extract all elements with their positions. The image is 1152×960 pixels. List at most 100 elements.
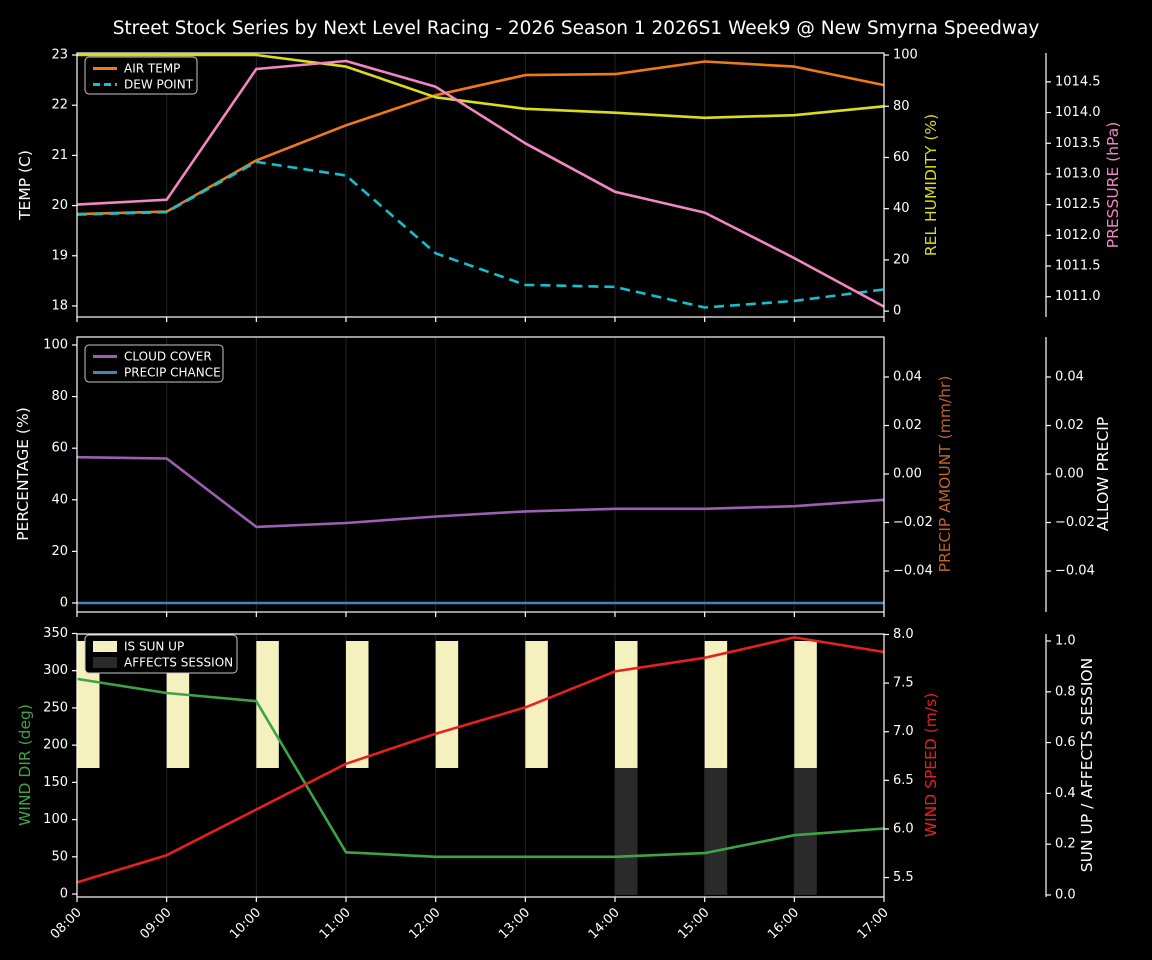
tick-label: 50: [51, 849, 68, 864]
tick-label: −0.02: [893, 515, 933, 530]
tick-label: 8.0: [893, 627, 914, 642]
tick-label: 0.00: [1055, 467, 1084, 482]
tick-label: 200: [43, 738, 68, 753]
tick-label: −0.04: [1055, 564, 1095, 579]
legend-item-label: PRECIP CHANCE: [124, 366, 221, 380]
legend-item-label: DEW POINT: [124, 78, 194, 92]
series-pressure: [76, 59, 885, 308]
affects-session-bar: [704, 767, 728, 895]
x-tick-label: 15:00: [675, 905, 712, 942]
x-tick-label: 16:00: [765, 905, 802, 942]
percentage-axis-label: PERCENTAGE (%): [14, 407, 32, 541]
plot-border: [76, 633, 885, 898]
humidity-axis-label: REL HUMIDITY (%): [922, 114, 940, 256]
tick-label: 23: [51, 48, 68, 63]
tick-label: 19: [51, 248, 68, 263]
tick-label: 40: [51, 492, 68, 507]
pressure-axis-label: PRESSURE (hPa): [1104, 122, 1122, 249]
legend-item-label: AFFECTS SESSION: [124, 656, 233, 670]
tick-label: 0.02: [1055, 418, 1084, 433]
legend: IS SUN UP AFFECTS SESSION: [84, 634, 238, 674]
affects-session-bar: [794, 767, 817, 895]
x-tick-label: 17:00: [855, 905, 892, 942]
temp-axis-label: TEMP (C): [16, 150, 34, 221]
series-air-temp: [76, 60, 885, 216]
tick-label: 20: [893, 252, 910, 267]
tick-label: 0.4: [1055, 786, 1076, 801]
x-tick-label: 09:00: [137, 905, 174, 942]
tick-label: 300: [43, 663, 68, 678]
tick-label: 20: [51, 198, 68, 213]
tick-label: −0.04: [893, 564, 933, 579]
x-tick-label: 08:00: [48, 905, 85, 942]
tick-label: 150: [43, 775, 68, 790]
x-tick-label: 12:00: [406, 905, 443, 942]
tick-label: 1014.0: [1055, 105, 1101, 120]
series-wind-dir: [76, 677, 885, 859]
sun-up-axis-label: SUN UP / AFFECTS SESSION: [1078, 658, 1096, 872]
is-sun-up-swatch: [93, 641, 117, 652]
tick-label: 80: [893, 99, 910, 114]
allow-precip-axis-label: ALLOW PRECIP: [1094, 417, 1112, 531]
tick-label: 20: [51, 544, 68, 559]
tick-label: 0.8: [1055, 684, 1076, 699]
subplot-2: 100 80 60 40 20 0 0.04 0.02 0.00 −0.02 −0.04 0.04 0.…: [43, 336, 1095, 617]
tick-label: 6.0: [893, 821, 914, 836]
tick-label: 1012.0: [1055, 228, 1101, 243]
tick-label: 250: [43, 700, 68, 715]
affects-session-swatch: [93, 657, 117, 668]
tick-label: 1011.5: [1055, 259, 1101, 274]
tick-label: 0.04: [893, 370, 922, 385]
tick-label: 1011.0: [1055, 289, 1101, 304]
tick-label: 0.04: [1055, 370, 1084, 385]
tick-label: 1013.0: [1055, 166, 1101, 181]
series-dew-point: [76, 160, 885, 309]
subplot-3: 350 300 250 200 150 100 50 0 8.0 7.5 7.0 6.5 6.0 5.5 1…: [43, 626, 1076, 942]
series-rel-humidity: [77, 53, 885, 120]
is-sun-up-bar: [794, 641, 817, 768]
is-sun-up-bar: [256, 641, 279, 768]
precip-amount-axis-label: PRECIP AMOUNT (mm/hr): [936, 376, 954, 573]
tick-label: 0.6: [1055, 735, 1076, 750]
is-sun-up-bar: [525, 641, 548, 768]
tick-label: 0.0: [1055, 887, 1076, 902]
legend-item-label: AIR TEMP: [124, 62, 180, 76]
legend-box: [84, 344, 224, 383]
is-sun-up-bar: [704, 641, 728, 768]
tick-label: 80: [51, 389, 68, 404]
x-tick-label: 14:00: [586, 905, 623, 942]
subplot-1: 23 22 21 20 19 18 100 80 60 40 20 0 1014.5 1014.0 1013…: [51, 48, 1101, 322]
wind-speed-axis-label: WIND SPEED (m/s): [922, 693, 940, 837]
tick-label: 0: [893, 304, 901, 319]
tick-label: 0: [60, 595, 68, 610]
is-sun-up-bar: [615, 641, 638, 768]
chart-title: Street Stock Series by Next Level Racing…: [113, 18, 1040, 39]
tick-label: 60: [51, 441, 68, 456]
legend: AIR TEMP DEW POINT: [84, 56, 198, 95]
tick-label: 0.02: [893, 418, 922, 433]
tick-label: 40: [893, 201, 910, 216]
tick-label: 7.0: [893, 724, 914, 739]
is-sun-up-bar: [346, 641, 369, 768]
series-wind-speed: [76, 636, 885, 884]
plot-border: [76, 52, 885, 318]
tick-label: 350: [43, 626, 68, 641]
tick-label: 6.5: [893, 773, 914, 788]
tick-label: 21: [51, 148, 68, 163]
is-sun-up-bar: [435, 641, 459, 768]
tick-label: 1.0: [1055, 634, 1076, 649]
legend-item-label: CLOUD COVER: [124, 350, 212, 364]
tick-label: 0.00: [893, 467, 922, 482]
x-tick-label: 11:00: [317, 905, 354, 942]
tick-label: 100: [893, 48, 918, 63]
tick-label: 7.5: [893, 676, 914, 691]
tick-label: 1013.5: [1055, 136, 1101, 151]
tick-label: 5.5: [893, 870, 914, 885]
tick-label: 0.2: [1055, 837, 1076, 852]
tick-label: 22: [51, 98, 68, 113]
tick-label: 100: [43, 812, 68, 827]
tick-label: 60: [893, 150, 910, 165]
tick-label: 100: [43, 337, 68, 352]
